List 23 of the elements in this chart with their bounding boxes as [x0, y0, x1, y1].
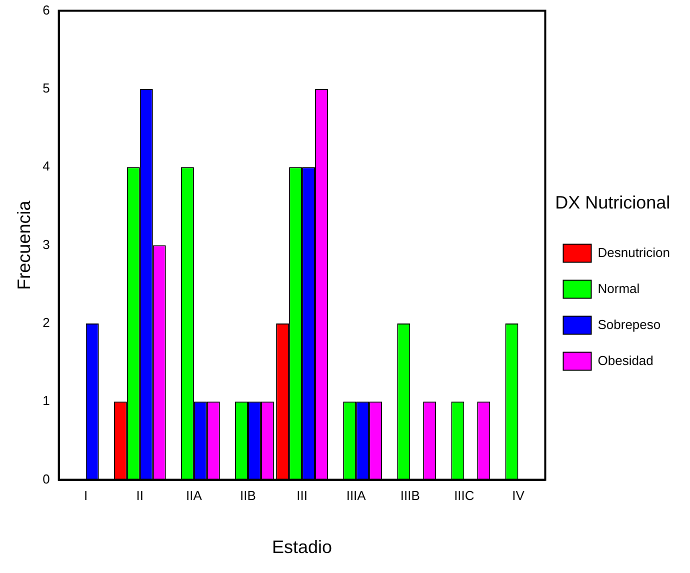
x-tick-label: I	[84, 488, 88, 504]
x-tick-label: II	[136, 488, 144, 504]
y-tick-label: 0	[42, 471, 50, 486]
y-tick-label: 4	[42, 158, 50, 174]
legend-title: DX Nutricional	[555, 192, 670, 213]
x-tick-label: IIIB	[400, 488, 420, 504]
y-tick-label: 1	[42, 393, 50, 408]
x-axis-title: Estadio	[272, 537, 332, 558]
x-tick-label: IIIC	[454, 488, 474, 504]
x-tick-label: IV	[512, 488, 525, 504]
x-tick-label: IIA	[186, 488, 202, 504]
y-tick-label: 5	[42, 80, 50, 96]
y-tick-label: 6	[42, 2, 50, 18]
x-tick-label: III	[296, 488, 308, 504]
y-tick-label: 3	[42, 236, 50, 252]
x-tick-label: IIIA	[346, 488, 366, 504]
legend-label: Normal	[598, 280, 640, 296]
legend-label: Obesidad	[598, 352, 654, 368]
y-axis-title: Frecuencia	[14, 200, 34, 290]
legend-label: Sobrepeso	[598, 316, 661, 332]
x-tick-label: IIB	[240, 488, 256, 504]
legend-label: Desnutricion	[598, 244, 670, 260]
y-tick-label: 2	[42, 315, 50, 330]
